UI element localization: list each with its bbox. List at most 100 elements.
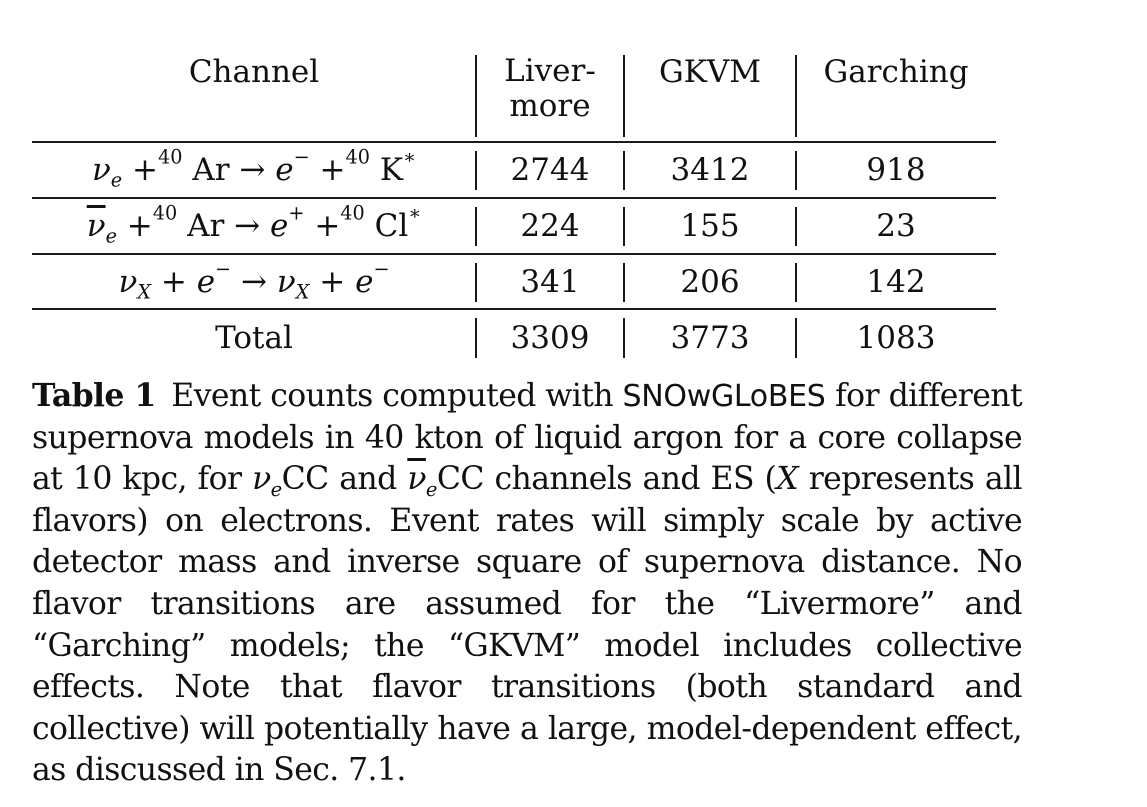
table-caption: Table 1 Event counts computed with SNOwG… (32, 375, 1023, 792)
gkvm-cell: 3773 (670, 319, 750, 356)
formula-token: Ar (192, 151, 230, 188)
formula-token: − (215, 257, 232, 281)
formula-token: Ar (187, 207, 225, 244)
caption-label: Table 1 (32, 377, 156, 414)
column-divider (623, 207, 625, 246)
formula-token: e (196, 263, 216, 300)
channel-formula: νX + e− → νX + e− (118, 259, 389, 301)
column-divider (795, 151, 797, 190)
header-gkvm: GKVM (624, 40, 796, 142)
column-divider (623, 263, 625, 302)
formula-token: + (132, 151, 159, 188)
table-rule (32, 197, 996, 199)
header-livermore: Liver- more (476, 40, 624, 142)
formula-token: e (110, 168, 123, 192)
formula-token: e (275, 151, 294, 188)
formula-token: ν (252, 461, 271, 498)
channel-formula: νe +40 Ar → e+ +40 Cl∗ (86, 203, 422, 245)
column-divider (623, 55, 625, 137)
column-divider (795, 263, 797, 302)
caption-text: CC and (281, 461, 398, 498)
channel-cell: νe +40 Ar → e− +40 K∗ (32, 142, 476, 198)
formula-token: e (355, 263, 374, 300)
formula-token: + (126, 207, 153, 244)
table-row-total: Total 3309 3773 1083 (32, 310, 996, 366)
formula-token: K (379, 151, 403, 188)
formula-token: − (293, 145, 310, 169)
formula-token: ∗ (403, 145, 417, 169)
formula-token: X (776, 461, 799, 498)
formula-token: + (160, 263, 187, 300)
column-divider (795, 207, 797, 246)
caption-text: CC channels and ES ( (436, 461, 777, 498)
gkvm-cell: 206 (680, 263, 740, 300)
header-livermore-line1: Liver- (504, 53, 596, 89)
formula-token: X (295, 280, 310, 304)
formula-token: Cl (374, 207, 409, 244)
formula-token: + (319, 263, 346, 300)
livermore-cell: 224 (520, 207, 580, 244)
table-row: νe +40 Ar → e− +40 K∗ 2744 3412 918 (32, 142, 996, 198)
formula-token: ν (91, 151, 111, 188)
table-row: νX + e− → νX + e− 341 206 142 (32, 254, 996, 310)
formula-token: e (105, 224, 117, 248)
column-divider (623, 318, 625, 358)
header-garching: Garching (796, 40, 996, 142)
formula-token: + (314, 207, 341, 244)
garching-cell: 142 (866, 263, 926, 300)
formula-token: 40 (340, 201, 365, 225)
column-divider (475, 151, 477, 190)
header-garching-label: Garching (823, 54, 969, 90)
garching-cell: 23 (876, 207, 916, 244)
column-divider (623, 151, 625, 190)
garching-cell: 918 (866, 151, 926, 188)
formula-token: 40 (158, 145, 183, 169)
header-gkvm-label: GKVM (658, 54, 762, 90)
livermore-cell: 341 (520, 263, 580, 300)
table-rule (32, 308, 996, 310)
channel-cell: νX + e− → νX + e− (32, 254, 476, 310)
formula-token: → (239, 151, 266, 188)
column-divider (475, 207, 477, 246)
caption-text: Event counts computed with (171, 378, 613, 414)
garching-cell: 1083 (856, 319, 936, 356)
formula-token: + (319, 151, 346, 188)
formula-token: → (241, 263, 267, 300)
column-divider (475, 318, 477, 358)
formula-token: X (137, 280, 151, 304)
formula-token: ν (118, 263, 138, 300)
table-rule (32, 253, 996, 255)
header-livermore-line2: more (509, 88, 591, 124)
livermore-cell: 3309 (510, 319, 590, 356)
channel-formula: νe +40 Ar → e− +40 K∗ (91, 147, 416, 189)
header-channel-label: Channel (188, 54, 320, 90)
formula-token: ∗ (408, 201, 422, 225)
column-divider (475, 55, 477, 137)
column-divider (795, 55, 797, 137)
caption-text: for different supernova models in 40 kto… (32, 378, 1023, 498)
column-divider (795, 318, 797, 358)
table-rule (32, 141, 996, 143)
total-label: Total (215, 319, 293, 356)
formula-token: ν (86, 207, 106, 244)
header-channel: Channel (32, 40, 476, 142)
formula-token: + (288, 201, 305, 225)
event-count-table: Channel Liver- more GKVM Garching νe +40 (32, 40, 996, 366)
table-header-row: Channel Liver- more GKVM Garching (32, 40, 996, 142)
formula-token: − (373, 257, 390, 281)
gkvm-cell: 155 (680, 207, 740, 244)
table-row: νe +40 Ar → e+ +40 Cl∗ 224 155 23 (32, 198, 996, 254)
formula-token: ν (276, 263, 296, 300)
formula-token: ν (407, 461, 426, 498)
software-name: SNOwGLoBES (622, 379, 826, 414)
formula-token: e (270, 207, 289, 244)
formula-token: e (425, 478, 438, 502)
livermore-cell: 2744 (510, 151, 590, 188)
caption-text: represents all flavors) on electrons. Ev… (32, 461, 1023, 789)
column-divider (475, 263, 477, 302)
formula-token: 40 (345, 145, 370, 169)
formula-token: 40 (152, 201, 178, 225)
formula-token: e (270, 478, 283, 502)
gkvm-cell: 3412 (670, 151, 750, 188)
